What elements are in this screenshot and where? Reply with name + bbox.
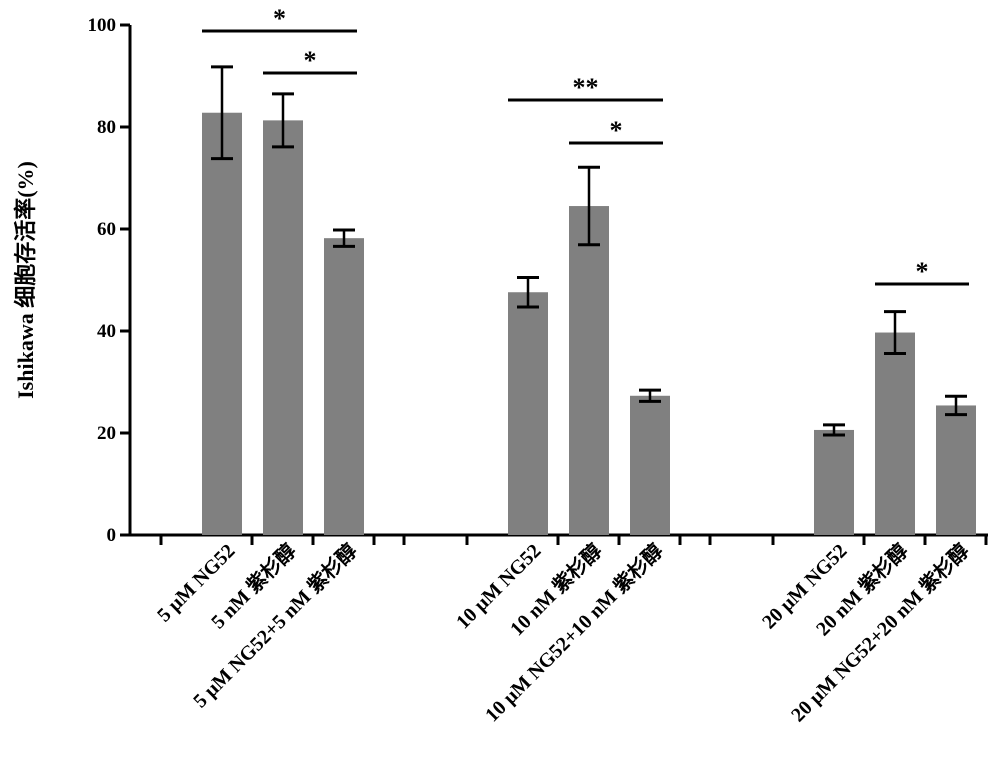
y-ticks: 0 20 40 60 80 100 bbox=[88, 15, 131, 546]
bar bbox=[814, 430, 854, 535]
bar bbox=[202, 113, 242, 535]
significance-label: * bbox=[304, 46, 317, 75]
y-tick-label: 80 bbox=[97, 117, 116, 138]
y-tick-label: 60 bbox=[97, 219, 116, 240]
y-tick-label: 0 bbox=[107, 525, 117, 546]
y-tick-label: 40 bbox=[97, 321, 116, 342]
bar bbox=[263, 120, 303, 535]
y-tick-label: 100 bbox=[88, 15, 117, 36]
bar bbox=[508, 292, 548, 535]
bar bbox=[569, 206, 609, 535]
bar bbox=[875, 333, 915, 535]
y-axis-title: Ishikawa 细胞存活率(%) bbox=[13, 161, 38, 399]
bar bbox=[936, 405, 976, 535]
significance-label: * bbox=[273, 4, 286, 33]
bar bbox=[630, 396, 670, 535]
significance-label: ** bbox=[573, 73, 599, 102]
y-tick-label: 20 bbox=[97, 423, 116, 444]
significance-label: * bbox=[916, 257, 929, 286]
bar bbox=[324, 238, 364, 535]
significance-label: * bbox=[610, 116, 623, 145]
category-labels: 5 μM NG525 nM 紫杉醇5 μM NG52+5 nM 紫杉醇10 μM… bbox=[153, 539, 973, 727]
